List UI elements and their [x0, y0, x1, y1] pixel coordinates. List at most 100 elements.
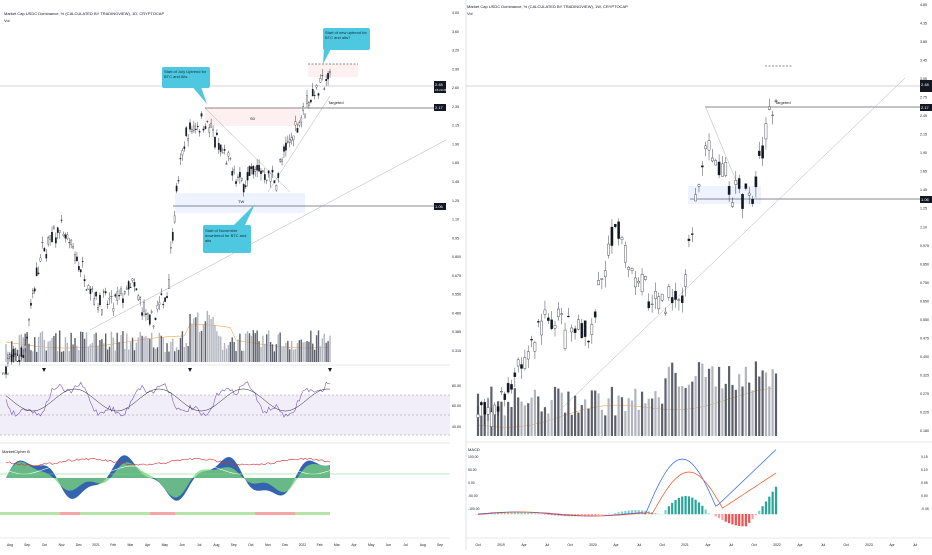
left-candle-body	[159, 302, 160, 304]
right-volume-bar	[611, 387, 613, 436]
left-candle-body	[218, 143, 219, 149]
left-candle-body	[247, 172, 248, 180]
macd-histogram-bar	[772, 492, 774, 515]
rsi-divergence-marker-1	[188, 368, 192, 372]
right-candle-body	[571, 328, 573, 332]
left-volume-bar	[235, 351, 236, 362]
left-time-axis-tick-16: Dec	[282, 543, 288, 547]
left-volume-bar	[207, 311, 208, 362]
right-candle-body	[614, 224, 616, 227]
left-candle-body	[13, 349, 14, 356]
left-candle-body	[318, 94, 319, 96]
left-candle-body	[126, 288, 127, 289]
right-volume-bar	[584, 399, 586, 436]
left-candle-body	[251, 167, 252, 169]
right-price-axis[interactable]: 4.854.353.853.453.052.752.452.151.901.65…	[920, 3, 929, 433]
right-candle-body	[507, 383, 509, 392]
macd-histogram-bar	[738, 514, 740, 526]
left-time-axis-tick-17: 2022	[299, 543, 307, 547]
callout-july-uptrend[interactable]: Start of July Uptrend for BTC and Alts	[162, 67, 210, 104]
right-candle-body	[735, 180, 737, 184]
left-candle-body	[207, 121, 208, 122]
right-volume-bar	[772, 369, 774, 436]
left-candle-body	[327, 73, 328, 79]
left-candle-body	[42, 242, 43, 243]
left-candle-body	[187, 138, 188, 140]
left-candle-body	[220, 145, 221, 152]
left-candle-body	[310, 100, 311, 102]
left-volume-bar	[253, 330, 254, 362]
right-price-axis-tick-20: 0.325	[920, 373, 929, 377]
left-candle-body	[70, 240, 71, 245]
macd-histogram-bar	[728, 514, 730, 523]
right-candle-body	[624, 245, 626, 262]
left-volume-bar	[218, 336, 219, 362]
left-candle-body	[245, 186, 246, 187]
left-volume-bar	[34, 337, 35, 362]
left-candle-body	[301, 118, 302, 122]
left-candle-body	[322, 75, 323, 76]
cipher-red-line	[6, 458, 330, 466]
callout-new-uptrend[interactable]: Start of new uptrend for BTC and alts?	[323, 28, 370, 64]
left-price-axis-tick-8: 1.65	[452, 161, 459, 165]
right-price-axis-tick-0: 4.85	[920, 3, 927, 7]
right-candle-body	[772, 115, 774, 116]
macd-histogram-bar	[718, 514, 720, 518]
left-volume-bar	[5, 344, 6, 362]
macd-histogram-bar	[768, 497, 770, 515]
left-candle-body	[90, 289, 91, 294]
left-volume-bar	[249, 333, 250, 362]
left-candle-body	[226, 164, 227, 165]
macd-histogram-bar	[695, 500, 697, 515]
macd-histogram-bar	[594, 514, 596, 515]
macd-histogram-bar	[701, 506, 703, 515]
left-volume-bar	[291, 341, 292, 362]
left-candle-body	[205, 126, 206, 128]
left-candle-body	[209, 128, 210, 132]
left-candle-body	[95, 292, 96, 296]
macd-tick-4: -100.00	[468, 507, 480, 511]
macd-histogram-bar	[601, 514, 603, 515]
right-volume-bar	[520, 402, 522, 436]
right-volume-bar	[604, 415, 606, 436]
right-price-tag-level-1: 2.17	[920, 104, 932, 111]
left-volume-bar	[209, 315, 210, 362]
left-price-axis-tick-4: 2.60	[452, 86, 459, 90]
left-volume-bar	[205, 321, 206, 362]
left-time-axis-tick-21: May	[368, 543, 375, 547]
market-cipher-label: MarketCipher B	[2, 449, 30, 454]
macd-right-tick-1: 0.10	[921, 468, 928, 472]
left-volume-bar	[74, 338, 75, 362]
left-time-axis-tick-12: Aug	[213, 543, 219, 547]
left-volume-bar	[325, 343, 326, 362]
macd-histogram-bar	[755, 514, 757, 515]
left-candle-body	[235, 181, 236, 183]
right-time-axis-tick-8: Oct	[659, 543, 664, 547]
left-candle-body	[28, 319, 29, 320]
right-candle-body	[631, 268, 633, 270]
left-price-axis[interactable]: 4.003.603.202.902.602.352.151.901.651.45…	[452, 11, 461, 353]
right-time-axis-tick-2: Apr	[521, 543, 527, 547]
right-volume-bar	[527, 403, 529, 436]
right-candle-body	[524, 358, 526, 369]
left-time-axis-tick-5: 2021	[92, 543, 100, 547]
right-candle-body	[762, 146, 764, 159]
left-volume-bar	[182, 331, 183, 362]
right-candle-body	[551, 320, 553, 329]
left-volume-bar	[151, 333, 152, 362]
right-volume-bar	[601, 410, 603, 436]
left-volume-bar	[304, 342, 305, 362]
left-candle-body	[107, 304, 108, 305]
left-candle-body	[189, 123, 190, 129]
left-volume-bar	[322, 338, 323, 362]
macd-right-tick-4: -0.05	[921, 507, 929, 511]
left-volume-bar	[170, 342, 171, 362]
right-volume-bar	[551, 400, 553, 436]
left-volume-bar	[49, 341, 50, 362]
left-candle-body	[63, 234, 64, 236]
left-volume-bar	[157, 347, 158, 362]
right-volume-bar	[725, 384, 727, 436]
